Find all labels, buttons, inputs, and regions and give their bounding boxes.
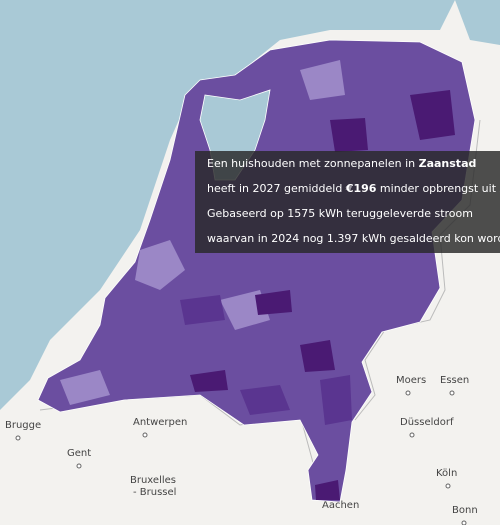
city-label: Brugge bbox=[5, 420, 41, 431]
tooltip-line: Gebaseerd op 1575 kWh teruggeleverde str… bbox=[207, 207, 473, 220]
sea-right bbox=[455, 0, 500, 45]
tooltip-bold: Zaanstad bbox=[418, 157, 477, 170]
city-dot bbox=[409, 432, 415, 438]
region-dark bbox=[190, 90, 455, 500]
city-dot bbox=[142, 432, 148, 438]
tooltip-line: heeft in 2027 gemiddeld €196 minder opbr… bbox=[207, 180, 500, 205]
tooltip-text: heeft in 2027 gemiddeld bbox=[207, 182, 346, 195]
city-label: Antwerpen bbox=[133, 417, 187, 428]
city-label: Köln bbox=[436, 468, 457, 479]
city-label: Gent bbox=[67, 448, 91, 459]
city-dot bbox=[445, 483, 451, 489]
region-mid bbox=[180, 295, 352, 425]
city-dot bbox=[405, 390, 411, 396]
city-dot bbox=[461, 520, 467, 525]
city-label: - Brussel bbox=[133, 487, 176, 498]
sea bbox=[0, 0, 455, 410]
tooltip-text: Een huishouden met zonnepanelen in bbox=[207, 157, 419, 170]
tooltip-line: Een huishouden met zonnepanelen in Zaans… bbox=[207, 155, 500, 180]
city-dot bbox=[15, 435, 21, 441]
city-dot bbox=[449, 390, 455, 396]
city-label: Bruxelles bbox=[130, 475, 176, 486]
city-dot bbox=[76, 463, 82, 469]
tooltip: Een huishouden met zonnepanelen in Zaans… bbox=[195, 151, 500, 253]
city-label: Moers bbox=[396, 375, 426, 386]
region-light bbox=[60, 60, 345, 405]
city-label: Aachen bbox=[322, 500, 359, 511]
tooltip-bold: €196 bbox=[345, 182, 377, 195]
city-label: Düsseldorf bbox=[400, 417, 454, 428]
city-label: Bonn bbox=[452, 505, 478, 516]
city-label: Essen bbox=[440, 375, 469, 386]
tooltip-line: waarvan in 2024 nog 1.397 kWh gesaldeerd… bbox=[207, 232, 500, 245]
tooltip-text: minder opbrengst uit zonnepanelen. bbox=[379, 182, 500, 195]
